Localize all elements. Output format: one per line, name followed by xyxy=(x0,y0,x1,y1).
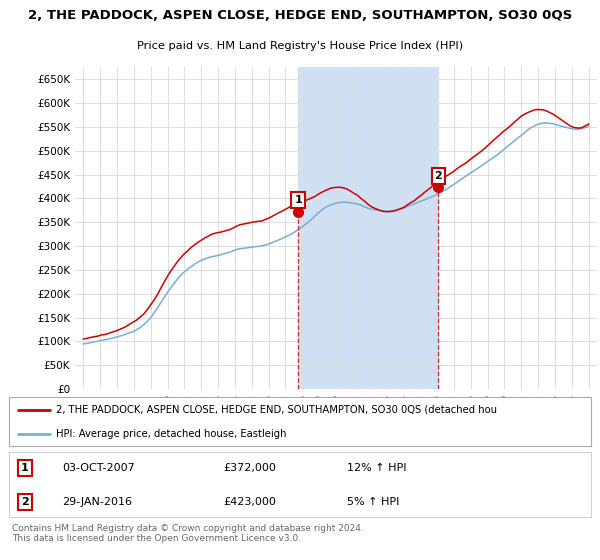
Text: 2, THE PADDOCK, ASPEN CLOSE, HEDGE END, SOUTHAMPTON, SO30 0QS: 2, THE PADDOCK, ASPEN CLOSE, HEDGE END, … xyxy=(28,9,572,22)
Text: £423,000: £423,000 xyxy=(224,497,277,507)
FancyBboxPatch shape xyxy=(9,397,591,446)
Text: Contains HM Land Registry data © Crown copyright and database right 2024.
This d: Contains HM Land Registry data © Crown c… xyxy=(12,524,364,543)
Text: 1: 1 xyxy=(294,195,302,205)
Text: 1: 1 xyxy=(21,463,28,473)
Text: Price paid vs. HM Land Registry's House Price Index (HPI): Price paid vs. HM Land Registry's House … xyxy=(137,41,463,51)
Text: 2: 2 xyxy=(21,497,28,507)
Text: 03-OCT-2007: 03-OCT-2007 xyxy=(62,463,134,473)
Text: 2, THE PADDOCK, ASPEN CLOSE, HEDGE END, SOUTHAMPTON, SO30 0QS (detached hou: 2, THE PADDOCK, ASPEN CLOSE, HEDGE END, … xyxy=(56,405,497,415)
Text: £372,000: £372,000 xyxy=(224,463,277,473)
Text: 12% ↑ HPI: 12% ↑ HPI xyxy=(347,463,407,473)
Bar xyxy=(298,67,439,389)
Text: HPI: Average price, detached house, Eastleigh: HPI: Average price, detached house, East… xyxy=(56,429,286,439)
Text: 29-JAN-2016: 29-JAN-2016 xyxy=(62,497,132,507)
FancyBboxPatch shape xyxy=(9,452,591,517)
Text: 2: 2 xyxy=(434,171,442,181)
Text: 5% ↑ HPI: 5% ↑ HPI xyxy=(347,497,400,507)
